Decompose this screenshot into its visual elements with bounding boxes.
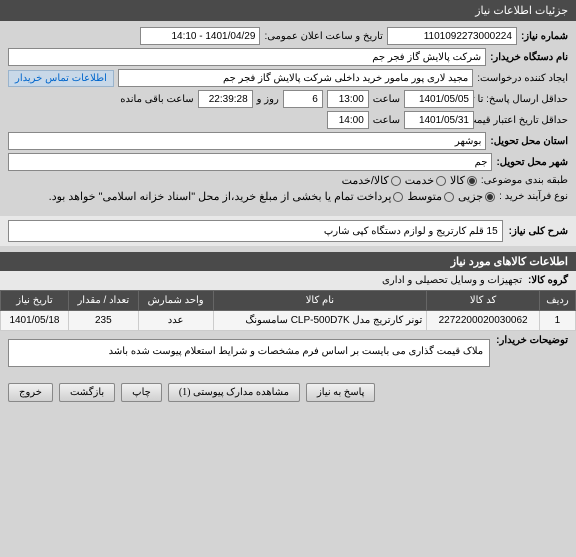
province-label: استان محل تحویل:: [490, 136, 568, 147]
remain-label: ساعت باقی مانده: [120, 94, 193, 105]
table-row: 1 2272200020030062 تونر کارتریج مدل CLP-…: [1, 311, 576, 331]
form-area: شماره نیاز: 1101092273000224 تاریخ و ساع…: [0, 21, 576, 212]
exit-button[interactable]: خروج: [8, 383, 53, 402]
group-label: گروه کالا:: [528, 275, 568, 286]
col-code: کد کالا: [427, 291, 540, 311]
cell-qty: 235: [68, 311, 138, 331]
price-time: 14:00: [327, 111, 369, 129]
radio-icon: [444, 192, 454, 202]
time-label-1: ساعت: [373, 94, 400, 105]
footer-buttons: پاسخ به نیاز مشاهده مدارک پیوستی (1) چاپ…: [0, 375, 576, 410]
contact-link[interactable]: اطلاعات تماس خریدار: [8, 70, 114, 87]
buyer-org-field: شرکت پالایش گاز فجر جم: [8, 48, 486, 66]
deadline-label: حداقل ارسال پاسخ: تا تاریخ:: [478, 94, 568, 105]
col-row: ردیف: [539, 291, 575, 311]
radio-partial[interactable]: جزیی: [458, 190, 495, 203]
items-section-header: اطلاعات کالاهای مورد نیاز: [0, 252, 576, 271]
radio-medium[interactable]: متوسط: [407, 190, 454, 203]
radio-icon: [436, 176, 446, 186]
announce-label: تاریخ و ساعت اعلان عمومی:: [264, 31, 383, 42]
radio-paynote[interactable]: پرداخت تمام یا بخشی از مبلغ خرید،از محل …: [49, 190, 404, 203]
price-validity-label: حداقل تاریخ اعتبار قیمت: تا تاریخ:: [478, 115, 568, 126]
deadline-time: 13:00: [327, 90, 369, 108]
items-table: ردیف کد کالا نام کالا واحد شمارش تعداد /…: [0, 290, 576, 331]
back-button[interactable]: بازگشت: [59, 383, 115, 402]
page-header: جزئیات اطلاعات نیاز: [0, 0, 576, 21]
cell-unit: عدد: [138, 311, 213, 331]
cell-code: 2272200020030062: [427, 311, 540, 331]
price-date: 1401/05/31: [404, 111, 474, 129]
page-title: جزئیات اطلاعات نیاز: [475, 5, 568, 17]
buyer-desc-box: ملاک قیمت گذاری می بایست بر اساس فرم مشخ…: [8, 339, 490, 367]
subject-field: 15 قلم کارتریج و لوازم دستگاه کپی شارپ: [8, 220, 503, 242]
creator-field: مجید لاری پور مامور خرید داخلی شرکت پالا…: [118, 69, 473, 87]
buyer-org-label: نام دستگاه خریدار:: [490, 52, 568, 63]
announce-field: 1401/04/29 - 14:10: [140, 27, 260, 45]
category-label: طبقه بندی موضوعی:: [481, 175, 568, 186]
city-label: شهر محل تحویل:: [496, 157, 568, 168]
col-date: تاریخ نیاز: [1, 291, 69, 311]
cell-date: 1401/05/18: [1, 311, 69, 331]
buyer-desc-label: توضیحات خریدار:: [496, 335, 568, 346]
time-label-2: ساعت: [373, 115, 400, 126]
radio-icon: [391, 176, 401, 186]
print-button[interactable]: چاپ: [121, 383, 162, 402]
subject-label: شرح کلی نیاز:: [509, 226, 568, 237]
respond-button[interactable]: پاسخ به نیاز: [306, 383, 376, 402]
days-field: 6: [283, 90, 323, 108]
province-field: بوشهر: [8, 132, 486, 150]
col-unit: واحد شمارش: [138, 291, 213, 311]
col-name: نام کالا: [213, 291, 427, 311]
remain-time: 22:39:28: [198, 90, 253, 108]
radio-icon: [467, 176, 477, 186]
group-value: تجهیزات و وسایل تحصیلی و اداری: [382, 275, 522, 286]
col-qty: تعداد / مقدار: [68, 291, 138, 311]
process-label: نوع فرآیند خرید :: [499, 191, 568, 202]
radio-service[interactable]: خدمت: [405, 174, 446, 187]
creator-label: ایجاد کننده درخواست:: [477, 73, 568, 84]
day-label: روز و: [257, 94, 279, 105]
radio-icon: [393, 192, 403, 202]
radio-goods[interactable]: کالا: [450, 174, 477, 187]
cell-name: تونر کارتریج مدل CLP-500D7K سامسونگ: [213, 311, 427, 331]
radio-goods-service[interactable]: کالا/خدمت: [342, 174, 401, 187]
deadline-date: 1401/05/05: [404, 90, 474, 108]
radio-icon: [485, 192, 495, 202]
attachments-button[interactable]: مشاهده مدارک پیوستی (1): [168, 383, 300, 402]
cell-row: 1: [539, 311, 575, 331]
need-no-label: شماره نیاز:: [521, 31, 568, 42]
city-field: جم: [8, 153, 492, 171]
need-no-field: 1101092273000224: [387, 27, 517, 45]
